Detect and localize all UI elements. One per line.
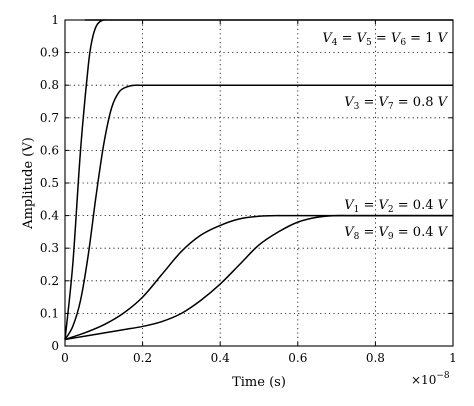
x-tick-label: 0.8: [366, 351, 385, 365]
x-tick-label: 0: [61, 351, 69, 365]
series-line-4: [64, 214, 453, 341]
x-axis-label: Time (s): [232, 375, 286, 390]
y-tick-label: 0.7: [40, 111, 59, 125]
y-tick-label: 0.1: [40, 306, 59, 320]
x-tick-label: 0.4: [211, 351, 230, 365]
annotation-3: V1 = V2 = 0.4 V: [344, 198, 448, 215]
series-line-2: [64, 84, 453, 340]
y-tick-label: 0.2: [40, 274, 59, 288]
y-tick-label: 0: [51, 339, 59, 353]
y-tick-label: 0.4: [40, 209, 59, 223]
y-tick-label: 0.8: [40, 78, 59, 92]
y-axis-label: Amplitude (V): [21, 137, 36, 230]
x-tick-label: 1: [449, 351, 457, 365]
y-tick-label: 0.9: [40, 46, 59, 60]
annotation-1: V4 = V5 = V6 = 1 V: [322, 31, 448, 48]
series-line-1: [64, 19, 453, 340]
series-line-3: [64, 214, 453, 341]
ticks: 0 0.2 0.4 0.6 0.8 1 0 0.1 0.2 0.3 0.4 0.5 0.6 0.7 0.8 0…: [40, 13, 457, 365]
y-tick-label: 1: [51, 13, 59, 27]
y-tick-label: 0.6: [40, 143, 59, 157]
annotation-4: V8 = V9 = 0.4 V: [344, 225, 448, 242]
x-axis-exponent: ×10−8: [411, 371, 450, 387]
x-tick-label: 0.6: [288, 351, 307, 365]
y-tick-label: 0.5: [40, 176, 59, 190]
annotations: V4 = V5 = V6 = 1 V V3 = V7 = 0.8 V V1 = V2…: [322, 31, 448, 242]
y-tick-label: 0.3: [40, 241, 59, 255]
x-tick-label: 0.2: [133, 351, 152, 365]
annotation-2: V3 = V7 = 0.8 V: [344, 95, 448, 112]
grid: [65, 20, 453, 346]
series-lines: [64, 19, 453, 341]
